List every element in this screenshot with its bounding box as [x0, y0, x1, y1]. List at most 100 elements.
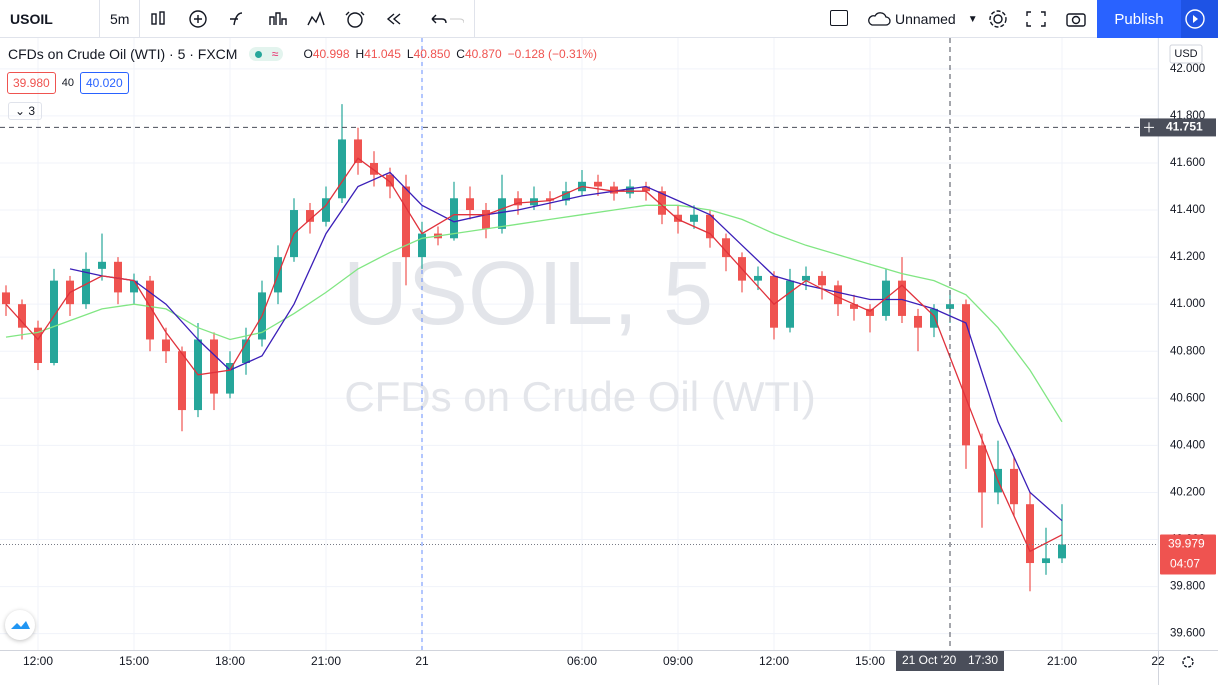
bid[interactable]: 39.980 — [7, 72, 56, 94]
y-tick-label: 40.800 — [1170, 345, 1205, 357]
legend-title: CFDs on Crude Oil (WTI) · 5 · FXCM — [8, 46, 238, 62]
logo[interactable] — [5, 610, 35, 640]
candle-body — [706, 214, 714, 239]
candle-body — [130, 280, 138, 293]
candle-body — [962, 304, 970, 446]
candle-body — [1058, 544, 1066, 559]
tool-icons — [140, 0, 475, 38]
symbol-search[interactable]: USOIL — [0, 0, 100, 38]
candle-body — [146, 280, 154, 340]
currency-box — [1169, 44, 1203, 64]
y-tick-label: 41.400 — [1170, 204, 1205, 216]
crosshair-time-box — [896, 651, 1004, 671]
x-tick-label: 22 — [1151, 654, 1165, 668]
moving-average — [69, 171, 1063, 522]
crosshair-date-label: 21 Oct '20 — [902, 653, 957, 667]
high: 41.045 — [364, 47, 401, 61]
candle-body — [226, 363, 234, 394]
candle-body — [482, 210, 490, 229]
cloud-icon — [868, 12, 891, 26]
publish-button[interactable]: Publish — [1097, 0, 1181, 38]
logo-icon — [11, 621, 30, 629]
h-label: H — [355, 47, 365, 61]
bid-ask: 39.980 40 40.020 — [7, 72, 129, 94]
moving-average — [5, 204, 1063, 423]
spread: 40 — [61, 77, 74, 89]
y-tick-label: 40.200 — [1170, 486, 1205, 498]
candle-body — [770, 275, 778, 328]
candle-body — [386, 174, 394, 187]
indicators-count: 3 — [28, 104, 36, 118]
candle-body — [466, 198, 474, 211]
open: 40.998 — [312, 47, 350, 61]
candle-body — [162, 339, 170, 352]
candle-body — [338, 139, 346, 199]
candle-body — [594, 181, 602, 187]
candle-body — [626, 186, 634, 194]
indicators-toggle[interactable]: ⌄ 3 — [8, 102, 43, 120]
candle-body — [546, 198, 554, 201]
countdown: 04:07 — [1170, 557, 1200, 571]
candle-body — [754, 275, 762, 281]
y-tick-label: 41.200 — [1170, 251, 1205, 263]
last-price-label: 39.979 — [1168, 537, 1205, 551]
crosshair-price-box — [1158, 118, 1216, 137]
y-tick-label: 40.400 — [1170, 439, 1205, 451]
crosshair-plus — [1144, 122, 1154, 133]
candle-body — [114, 261, 122, 293]
x-tick-label: 18:00 — [215, 654, 245, 668]
replay-button[interactable] — [1181, 0, 1218, 38]
x-tick-label: 15:00 — [119, 654, 149, 668]
icons — [151, 9, 464, 28]
ask[interactable]: 40.020 — [79, 72, 129, 94]
candle-body — [402, 186, 410, 258]
candle-body — [642, 186, 650, 192]
low: 40.850 — [413, 47, 451, 61]
candle-body — [98, 261, 106, 269]
candle-body — [850, 304, 858, 309]
candle-body — [914, 315, 922, 328]
c-label: C — [456, 47, 465, 61]
candle-body — [514, 198, 522, 206]
play-icon — [1185, 9, 1205, 29]
x-tick-label: 21:00 — [1047, 654, 1077, 668]
candle-body — [946, 304, 954, 309]
y-tick-label: 41.000 — [1170, 298, 1205, 310]
l-label: L — [406, 47, 414, 61]
last-price-box — [1160, 534, 1216, 575]
crosshair-price-label: 41.751 — [1166, 120, 1203, 134]
interval[interactable]: 5m — [100, 0, 140, 38]
candle-body — [306, 210, 314, 222]
candle-body — [722, 238, 730, 258]
candle-body — [818, 275, 826, 286]
y-tick-label: 42.000 — [1170, 63, 1205, 75]
candle-body — [1042, 558, 1050, 564]
x-tick-label: 21:00 — [311, 654, 341, 668]
layout-menu[interactable]: Unnamed ▼ — [867, 0, 978, 38]
candle-body — [354, 139, 362, 163]
candle-body — [610, 186, 618, 194]
right-icons — [989, 10, 1086, 28]
y-tick-label: 39.800 — [1170, 581, 1205, 593]
candle-body — [82, 268, 90, 305]
candle-body — [178, 351, 186, 411]
x-tick-label: 12:00 — [759, 654, 789, 668]
candle-body — [1010, 468, 1018, 505]
candle-body — [866, 308, 874, 316]
candle-body — [34, 327, 42, 364]
layout-name: Unnamed — [895, 11, 956, 27]
candle-body — [2, 292, 10, 305]
y-tick-label: 41.600 — [1170, 157, 1205, 169]
candle-body — [674, 214, 682, 222]
candle-body — [50, 280, 58, 364]
candle-body — [498, 198, 506, 229]
x-tick-label: 12:00 — [23, 654, 53, 668]
candle-body — [834, 285, 842, 305]
y-tick-label: 40.600 — [1170, 392, 1205, 404]
watermark-description: CFDs on Crude Oil (WTI) — [344, 373, 815, 420]
select-icon[interactable] — [830, 10, 848, 26]
o-label: O — [303, 47, 313, 61]
status[interactable]: ≈ — [249, 47, 284, 61]
